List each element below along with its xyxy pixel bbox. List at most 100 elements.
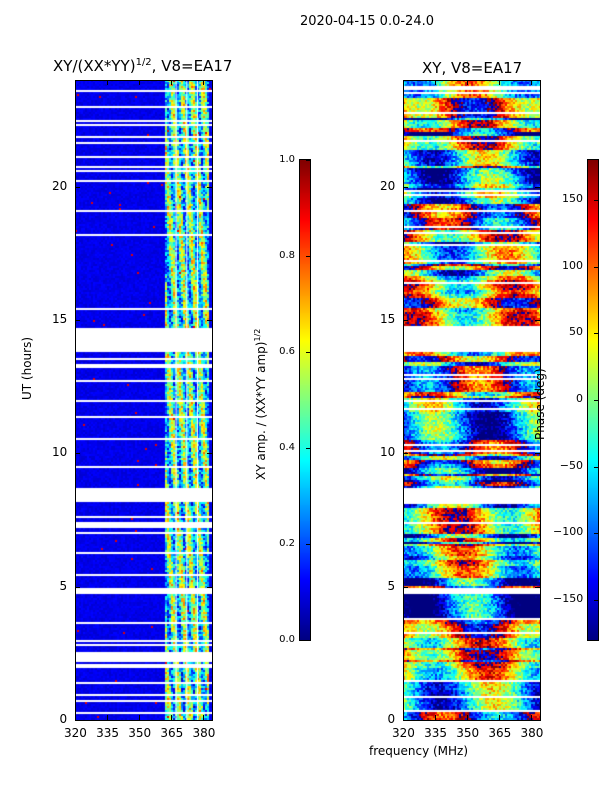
x-tick-label: 320 [392,726,415,740]
x-tick [499,715,501,720]
y-tick [75,186,80,188]
colorbar-tick [306,640,310,641]
colorbar-tick [594,266,598,268]
colorbar-tick [306,448,310,449]
colorbar-tick [594,400,598,401]
x-tick-label: 365 [160,726,184,740]
y-tick-label: 10 [52,445,68,460]
y-tick-right [535,586,540,588]
colorbar-tick-label: 0.4 [279,442,295,453]
x-tick [467,715,469,720]
phase-colorbar-label: Phase (deg) [533,368,547,440]
x-tick [107,715,109,720]
y-tick-right [207,720,212,721]
y-tick [75,720,80,721]
x-tick [75,715,76,720]
colorbar-tick-label: 100 [562,258,583,272]
y-tick-label: 20 [380,178,396,193]
colorbar-tick-label: 0 [576,392,583,405]
colorbar-tick-label: 0.8 [279,250,295,261]
left-axes-frame [75,80,213,721]
amplitude-heatmap [75,80,212,720]
x-tick-top [75,80,76,85]
y-tick-right [535,453,540,455]
phase-colorbar-frame [587,159,599,641]
y-tick [403,186,408,188]
left-title-main: XY/(XX*YY) [53,57,136,75]
amplitude-colorbar-label: XY amp. / (XX*YY amp)1/2 [253,329,268,480]
colorbar-tick-label: 0.0 [279,634,295,645]
y-tick [403,586,408,588]
colorbar-tick [306,544,310,545]
y-tick-label: 0 [387,712,396,726]
suptitle: 2020-04-15 0.0-24.0 [300,14,434,29]
colorbar-tick [306,256,310,257]
left-title: XY/(XX*YY)1/2, V8=EA17 [53,57,232,75]
colorbar-tick [594,466,598,468]
x-tick-top [467,80,469,85]
y-tick-right [535,186,540,188]
x-tick-top [403,80,404,85]
y-tick [403,453,408,455]
x-tick-top [203,80,205,85]
y-tick-right [207,453,212,455]
y-tick [403,320,408,321]
colorbar-tick-label: −150 [553,592,584,605]
colorbar-tick-label: 0.6 [279,346,295,357]
x-tick-top [107,80,109,85]
amp-cbar-label-text: XY amp. / (XX*YY amp) [254,341,268,480]
colorbar-tick-label: 0.2 [279,538,295,549]
left-title-exp: 1/2 [135,57,152,68]
x-tick [531,715,533,720]
colorbar-tick-label: −100 [553,525,584,539]
x-tick-label: 335 [424,726,448,740]
y-tick-label: 10 [380,445,396,460]
colorbar-tick-label: −50 [559,458,583,472]
y-tick-right [207,320,212,321]
colorbar-tick [594,533,598,535]
y-axis-label: UT (hours) [20,336,34,400]
x-tick-top [435,80,437,85]
colorbar-tick [594,600,598,601]
y-tick-right [207,186,212,188]
amplitude-colorbar-frame [299,159,311,641]
x-tick-label: 365 [488,726,512,740]
y-tick-label: 0 [59,712,68,726]
y-tick-right [535,320,540,321]
y-tick [75,320,80,321]
x-tick-top [171,80,173,85]
phase-colorbar [588,160,598,640]
x-tick-label: 380 [192,726,216,740]
y-tick-label: 15 [380,312,396,326]
colorbar-tick [306,352,310,353]
y-tick [75,453,80,455]
x-axis-label: frequency (MHz) [369,744,469,758]
x-tick-label: 320 [64,726,87,740]
x-tick-top [139,80,141,85]
x-tick-label: 350 [456,726,480,740]
y-tick-label: 5 [387,578,396,593]
x-tick-label: 380 [520,726,544,740]
x-tick-label: 335 [96,726,120,740]
x-tick [403,715,404,720]
colorbar-tick [594,200,598,201]
y-tick [403,720,408,721]
right-axes-frame [403,80,541,721]
phase-heatmap [403,80,540,720]
colorbar-tick [594,333,598,335]
left-title-suffix: , V8=EA17 [151,57,233,75]
y-tick-label: 15 [52,312,68,326]
amplitude-colorbar [300,160,310,640]
y-tick [75,586,80,588]
colorbar-tick-label: 50 [569,325,583,339]
y-tick-right [207,586,212,588]
x-tick [139,715,141,720]
x-tick [203,715,205,720]
y-tick-label: 20 [52,178,68,193]
right-title: XY, V8=EA17 [422,59,523,77]
amp-cbar-label-exp: 1/2 [253,328,262,342]
colorbar-tick-label: 1.0 [279,154,295,165]
colorbar-tick-label: 150 [562,192,583,205]
x-tick [171,715,173,720]
